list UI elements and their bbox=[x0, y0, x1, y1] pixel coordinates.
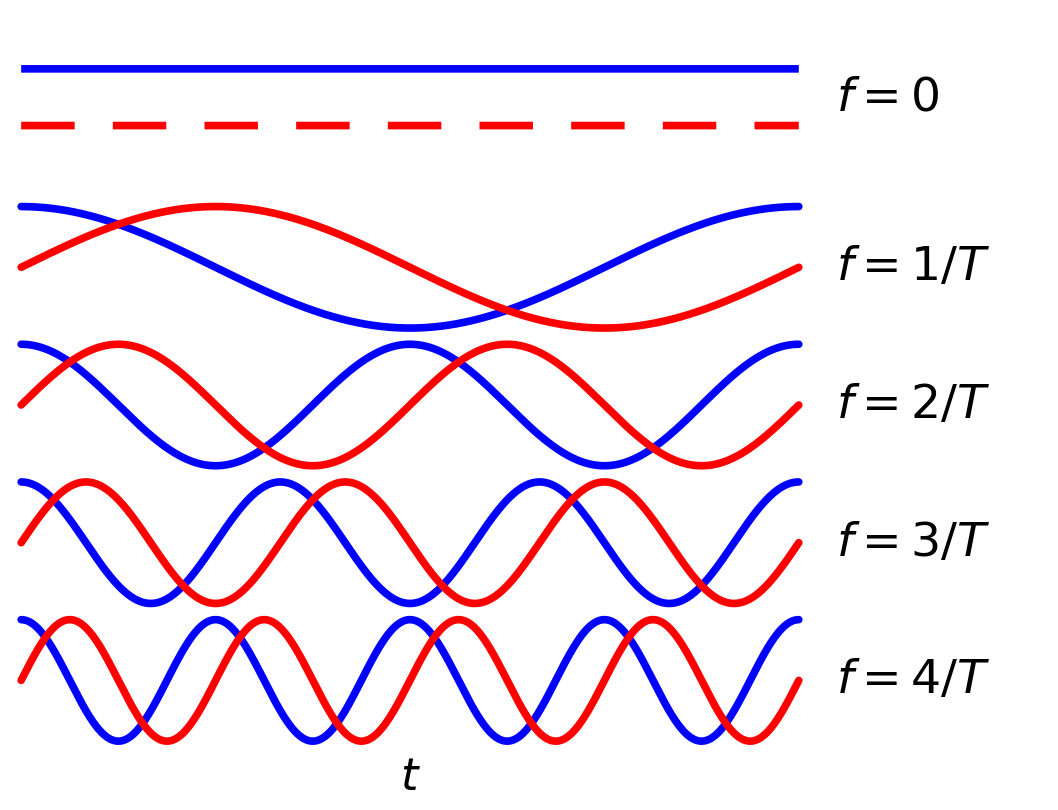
Text: $f = 0$: $f = 0$ bbox=[836, 75, 940, 120]
Text: $f = 2/T$: $f = 2/T$ bbox=[836, 382, 990, 428]
Text: $f = 1/T$: $f = 1/T$ bbox=[836, 245, 990, 290]
Text: $f = 3/T$: $f = 3/T$ bbox=[836, 520, 990, 565]
Text: $f = 4/T$: $f = 4/T$ bbox=[836, 658, 990, 703]
Text: $t$: $t$ bbox=[400, 756, 420, 799]
